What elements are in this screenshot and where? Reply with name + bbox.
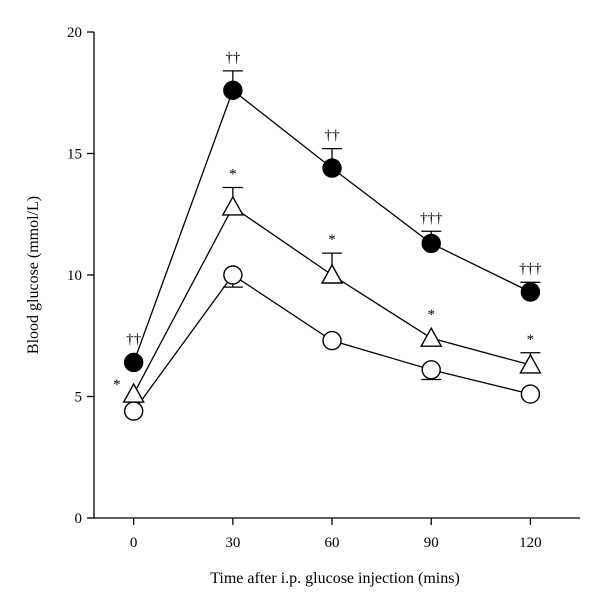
y-tick-label: 10 xyxy=(67,268,82,284)
data-point-open-circle xyxy=(421,360,441,380)
error-bars xyxy=(222,70,541,381)
x-axis-title: Time after i.p. glucose injection (mins) xyxy=(210,570,460,587)
data-point-open-circle xyxy=(123,401,144,421)
x-tick-label: 60 xyxy=(325,535,340,551)
data-point-filled-circle xyxy=(123,352,144,373)
significance-marker: †† xyxy=(325,128,341,144)
y-tick-label: 5 xyxy=(75,390,83,406)
data-point-filled-circle xyxy=(421,233,441,254)
data-point-open-triangle xyxy=(221,195,245,216)
significance-marker: †† xyxy=(126,331,142,347)
x-tick-label: 120 xyxy=(519,535,542,551)
data-point-filled-circle xyxy=(322,158,342,178)
significance-marker: ††† xyxy=(420,210,443,226)
data-point-open-triangle xyxy=(320,263,344,284)
data-point-open-circle xyxy=(322,330,342,351)
y-tick-label: 0 xyxy=(75,511,83,527)
y-tick-label: 20 xyxy=(67,25,82,41)
data-point-open-triangle xyxy=(420,326,443,347)
significance-annotations: ††††††††††††***** xyxy=(113,50,542,393)
y-axis-title: Blood glucose (mmol/L) xyxy=(25,196,42,354)
data-point-open-circle xyxy=(223,265,243,285)
x-tick-label: 0 xyxy=(130,535,138,551)
significance-marker: †† xyxy=(225,50,241,66)
x-tick-label: 30 xyxy=(225,535,240,551)
significance-marker: * xyxy=(229,167,237,183)
significance-marker: ††† xyxy=(519,261,542,277)
data-point-filled-circle xyxy=(520,282,541,302)
ticks: 0 5 10 15 20 0 30 60 90 120 xyxy=(67,25,542,551)
significance-marker: * xyxy=(527,332,535,348)
markers xyxy=(122,80,542,421)
significance-marker: * xyxy=(113,377,121,393)
y-tick-label: 15 xyxy=(67,147,82,163)
data-point-open-triangle xyxy=(519,353,542,374)
significance-marker: * xyxy=(427,307,435,323)
data-point-open-triangle xyxy=(122,382,145,403)
data-point-filled-circle xyxy=(223,80,243,101)
x-tick-label: 90 xyxy=(424,535,439,551)
significance-marker: * xyxy=(328,232,336,248)
data-point-open-circle xyxy=(520,384,541,404)
